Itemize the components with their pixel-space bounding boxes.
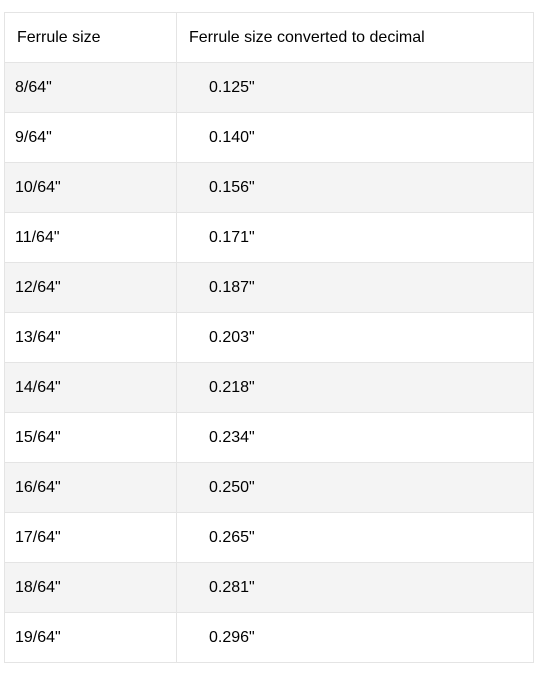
cell-decimal: 0.218" <box>177 363 534 413</box>
cell-size: 16/64" <box>5 463 177 513</box>
cell-size: 14/64" <box>5 363 177 413</box>
table-row: 8/64"0.125" <box>5 63 534 113</box>
cell-size: 11/64" <box>5 213 177 263</box>
table-row: 12/64"0.187" <box>5 263 534 313</box>
table-row: 14/64"0.218" <box>5 363 534 413</box>
cell-size: 13/64" <box>5 313 177 363</box>
table-row: 16/64"0.250" <box>5 463 534 513</box>
cell-decimal: 0.171" <box>177 213 534 263</box>
table-row: 9/64"0.140" <box>5 113 534 163</box>
cell-size: 17/64" <box>5 513 177 563</box>
cell-size: 18/64" <box>5 563 177 613</box>
table-row: 19/64"0.296" <box>5 613 534 663</box>
table-row: 13/64"0.203" <box>5 313 534 363</box>
cell-decimal: 0.296" <box>177 613 534 663</box>
table-row: 15/64"0.234" <box>5 413 534 463</box>
column-header-decimal: Ferrule size converted to decimal <box>177 13 534 63</box>
column-header-size: Ferrule size <box>5 13 177 63</box>
table-row: 11/64"0.171" <box>5 213 534 263</box>
table-header-row: Ferrule size Ferrule size converted to d… <box>5 13 534 63</box>
cell-size: 10/64" <box>5 163 177 213</box>
cell-size: 12/64" <box>5 263 177 313</box>
cell-decimal: 0.203" <box>177 313 534 363</box>
cell-decimal: 0.281" <box>177 563 534 613</box>
table-row: 18/64"0.281" <box>5 563 534 613</box>
cell-size: 15/64" <box>5 413 177 463</box>
cell-decimal: 0.250" <box>177 463 534 513</box>
cell-decimal: 0.140" <box>177 113 534 163</box>
cell-size: 9/64" <box>5 113 177 163</box>
cell-size: 8/64" <box>5 63 177 113</box>
table-row: 17/64"0.265" <box>5 513 534 563</box>
cell-decimal: 0.187" <box>177 263 534 313</box>
cell-decimal: 0.265" <box>177 513 534 563</box>
table-row: 10/64"0.156" <box>5 163 534 213</box>
cell-decimal: 0.234" <box>177 413 534 463</box>
cell-decimal: 0.125" <box>177 63 534 113</box>
table-body: 8/64"0.125"9/64"0.140"10/64"0.156"11/64"… <box>5 63 534 663</box>
ferrule-size-table: Ferrule size Ferrule size converted to d… <box>4 12 534 663</box>
cell-decimal: 0.156" <box>177 163 534 213</box>
cell-size: 19/64" <box>5 613 177 663</box>
